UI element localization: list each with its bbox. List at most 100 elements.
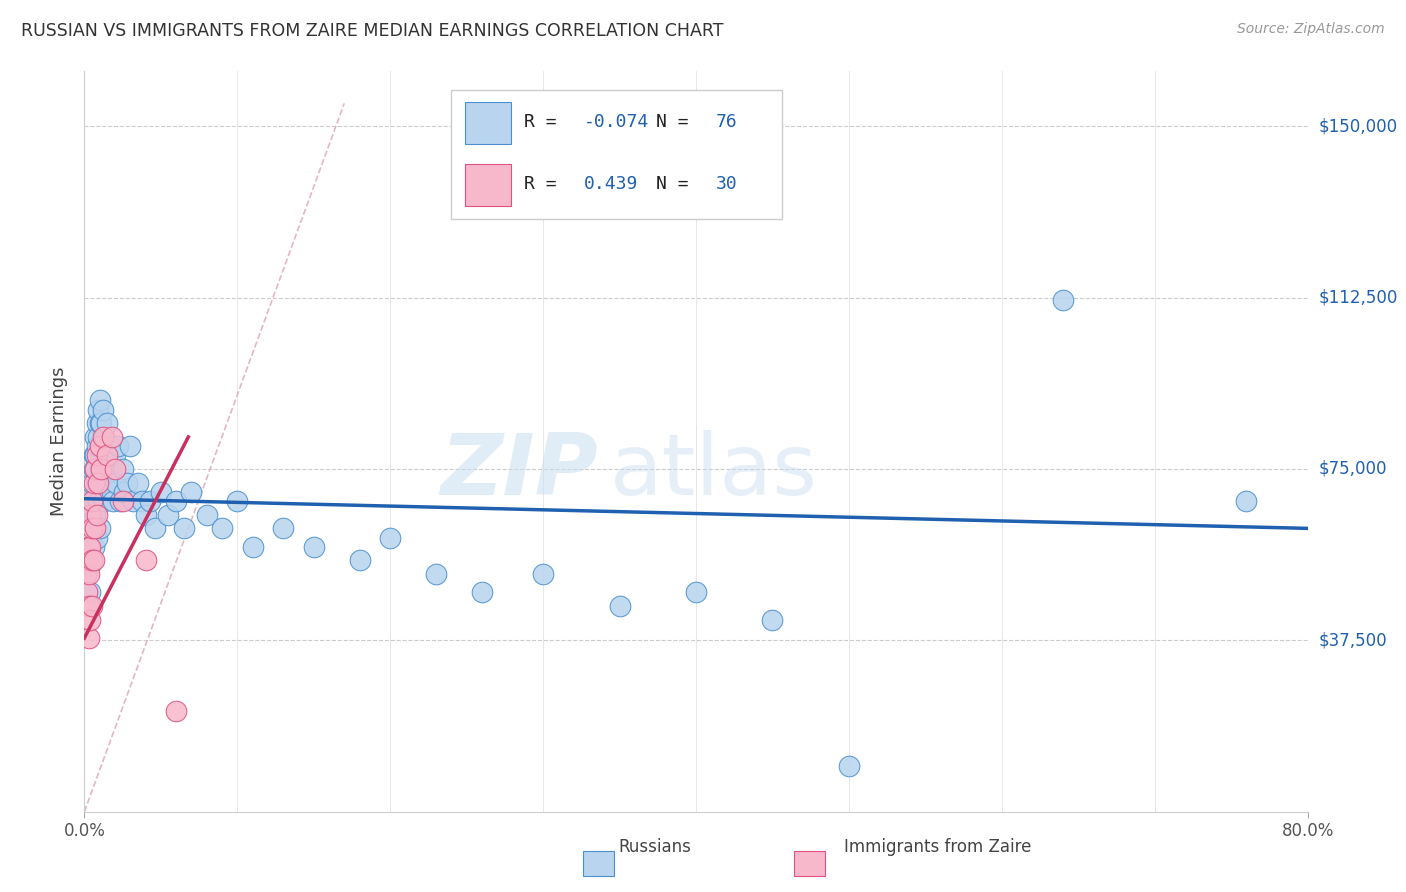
Y-axis label: Median Earnings: Median Earnings	[51, 367, 69, 516]
Text: ZIP: ZIP	[440, 430, 598, 513]
Point	[91, 475, 114, 490]
Point	[609, 599, 631, 613]
Text: $37,500: $37,500	[1319, 632, 1388, 649]
Point	[180, 484, 202, 499]
Point	[131, 494, 153, 508]
Point	[135, 553, 157, 567]
Point	[91, 430, 114, 444]
Point	[87, 475, 110, 490]
Point	[173, 521, 195, 535]
Point	[80, 599, 103, 613]
Point	[135, 508, 157, 522]
Point	[84, 521, 107, 535]
Point	[79, 558, 101, 572]
Point	[165, 494, 187, 508]
Point	[77, 540, 100, 554]
Point	[83, 494, 105, 508]
Point	[77, 494, 100, 508]
Point	[93, 494, 115, 508]
Point	[77, 599, 100, 613]
Point	[83, 462, 105, 476]
Point	[80, 508, 103, 522]
Point	[89, 462, 111, 476]
Point	[83, 540, 105, 554]
Point	[79, 540, 101, 554]
Text: $150,000: $150,000	[1319, 117, 1398, 136]
Point	[120, 439, 142, 453]
Point	[1234, 494, 1257, 508]
Point	[77, 540, 100, 554]
Point	[76, 553, 98, 567]
Point	[96, 475, 118, 490]
Point	[103, 494, 125, 508]
Point	[87, 430, 110, 444]
Point	[108, 494, 131, 508]
Point	[79, 613, 101, 627]
Point	[685, 585, 707, 599]
Point	[195, 508, 218, 522]
Point	[90, 462, 112, 476]
Point	[302, 540, 325, 554]
Point	[349, 553, 371, 567]
Point	[127, 475, 149, 490]
Point	[761, 613, 783, 627]
Point	[89, 521, 111, 535]
FancyBboxPatch shape	[583, 851, 614, 876]
Text: Russians: Russians	[619, 838, 692, 856]
Text: $75,000: $75,000	[1319, 460, 1388, 478]
Point	[149, 484, 172, 499]
Point	[80, 553, 103, 567]
Point	[425, 567, 447, 582]
Point	[122, 494, 145, 508]
Point	[86, 448, 108, 462]
Point	[111, 462, 134, 476]
Point	[165, 704, 187, 718]
Point	[380, 531, 402, 545]
Point	[89, 439, 111, 453]
Point	[86, 531, 108, 545]
Point	[84, 430, 107, 444]
Point	[157, 508, 180, 522]
Text: Immigrants from Zaire: Immigrants from Zaire	[844, 838, 1031, 856]
Point	[211, 521, 233, 535]
Point	[96, 448, 118, 462]
Point	[76, 516, 98, 531]
Point	[76, 585, 98, 599]
Point	[143, 521, 166, 535]
Point	[83, 553, 105, 567]
Point	[86, 475, 108, 490]
Point	[101, 484, 124, 499]
Point	[90, 417, 112, 431]
Point	[93, 430, 115, 444]
Point	[87, 402, 110, 417]
Point	[89, 393, 111, 408]
Point	[111, 494, 134, 508]
Point	[101, 430, 124, 444]
Point	[105, 475, 128, 490]
Point	[1052, 293, 1074, 307]
Point	[89, 417, 111, 431]
Point	[83, 475, 105, 490]
Point	[80, 475, 103, 490]
Point	[104, 448, 127, 462]
Point	[75, 567, 97, 582]
Point	[107, 439, 129, 453]
Point	[139, 494, 162, 508]
Text: Source: ZipAtlas.com: Source: ZipAtlas.com	[1237, 22, 1385, 37]
Point	[80, 494, 103, 508]
Point	[98, 462, 121, 476]
Point	[79, 508, 101, 522]
Point	[84, 508, 107, 522]
Point	[77, 631, 100, 645]
Text: RUSSIAN VS IMMIGRANTS FROM ZAIRE MEDIAN EARNINGS CORRELATION CHART: RUSSIAN VS IMMIGRANTS FROM ZAIRE MEDIAN …	[21, 22, 724, 40]
Point	[77, 567, 100, 582]
Point	[242, 540, 264, 554]
Point	[86, 417, 108, 431]
Point	[471, 585, 494, 599]
Point	[80, 553, 103, 567]
Point	[97, 439, 120, 453]
Point	[115, 475, 138, 490]
Point	[84, 448, 107, 462]
Point	[90, 475, 112, 490]
Point	[271, 521, 294, 535]
